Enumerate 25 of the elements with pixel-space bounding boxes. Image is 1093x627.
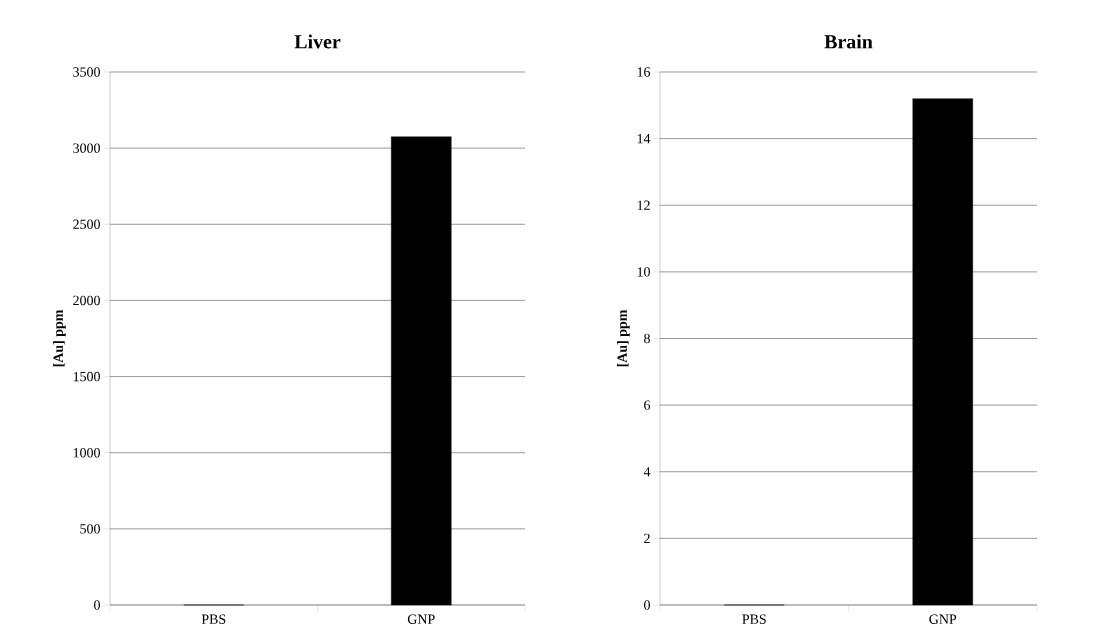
y-tick-label: 4 bbox=[643, 467, 651, 477]
y-tick-label: 0 bbox=[644, 600, 650, 610]
x-tick-label: GNP bbox=[929, 614, 957, 624]
y-tick-label: 500 bbox=[80, 524, 100, 534]
y-tick-label: 10 bbox=[637, 267, 650, 277]
y-tick-label: 6 bbox=[644, 400, 651, 410]
y-axis-title: [Au] ppm bbox=[53, 309, 66, 367]
x-tick-label: PBS bbox=[201, 614, 226, 624]
chart-title: Brain bbox=[824, 34, 873, 49]
y-tick-label: 3500 bbox=[73, 67, 100, 77]
y-tick-label: 1500 bbox=[73, 371, 100, 382]
y-tick-label: 8 bbox=[644, 333, 650, 344]
y-tick-label: 2000 bbox=[73, 295, 100, 306]
y-tick-label: 12 bbox=[637, 200, 650, 210]
x-tick-label: PBS bbox=[742, 614, 766, 624]
y-tick-label: 1000 bbox=[73, 447, 100, 458]
y-tick-label: 2500 bbox=[73, 219, 100, 229]
y-tick-label: 0 bbox=[94, 600, 100, 610]
chart-title: Liver bbox=[294, 34, 341, 49]
y-tick-label: 16 bbox=[637, 67, 651, 77]
y-axis-title: [Au] ppm bbox=[617, 309, 630, 367]
y-tick-label: 2 bbox=[644, 533, 650, 543]
y-tick-label: 14 bbox=[637, 133, 651, 144]
x-tick-label: GNP bbox=[407, 614, 435, 624]
y-tick-label: 3000 bbox=[73, 143, 100, 153]
